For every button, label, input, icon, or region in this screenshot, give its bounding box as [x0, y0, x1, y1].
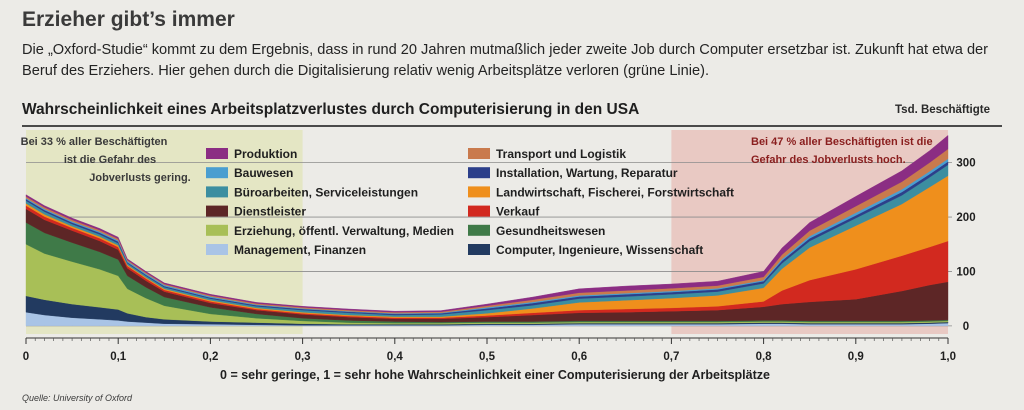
x-tick-label: 0,3 [295, 351, 311, 363]
high-risk-note-line-1: Bei 47 % aller Beschäftigten ist die [751, 136, 933, 148]
x-tick-label: 0,8 [756, 351, 773, 363]
legend-swatch [468, 244, 490, 255]
low-risk-note-line-1: Bei 33 % aller Beschäftigten [21, 136, 168, 148]
intro-text: Die „Oxford-Studie“ kommt zu dem Ergebni… [22, 42, 989, 79]
legend-swatch [468, 224, 490, 236]
legend: Produktion Bauwesen Büroarbeiten, Servicel… [206, 147, 734, 257]
x-tick-label: 0,2 [202, 351, 218, 363]
x-tick-label: 0,9 [848, 351, 864, 363]
x-tick-label: 0,1 [110, 351, 127, 363]
x-tick-label: 0,7 [663, 351, 679, 363]
legend-label: Landwirtschaft, Fischerei, Forstwirtscha… [496, 185, 734, 199]
legend-label: Büroarbeiten, Serviceleistungen [234, 185, 418, 199]
y-tick-label: 300 [956, 158, 975, 170]
legend-swatch [468, 148, 490, 159]
legend-label: Computer, Ingenieure, Wissenschaft [496, 243, 703, 257]
legend-swatch [206, 186, 228, 198]
legend-label: Erziehung, öffentl. Verwaltung, Medien [234, 224, 454, 238]
headline: Erzieher gibt’s immer [22, 8, 235, 31]
y-tick-label: 0 [963, 321, 969, 333]
source-note: Quelle: University of Oxford [22, 393, 133, 403]
legend-label: Dienstleister [234, 205, 306, 219]
axes: 0 100 200 300 0 0,1 0,2 0,3 0,4 0,5 0,6 0,7 0,8 0,9 1,… [23, 158, 976, 363]
x-tick-label: 1,0 [940, 351, 956, 363]
legend-label: Transport und Logistik [496, 147, 626, 161]
legend-label: Installation, Wartung, Reparatur [496, 166, 678, 180]
low-risk-note-line-3: Jobverlusts gering. [89, 172, 190, 184]
high-risk-note-line-2: Gefahr des Jobverlusts hoch. [751, 154, 906, 166]
area-Produktion [25, 134, 949, 313]
legend-swatch [468, 186, 490, 198]
legend-label: Gesundheitswesen [496, 224, 605, 238]
chart-title: Wahrscheinlichkeit eines Arbeitsplatzver… [22, 101, 640, 118]
legend-label: Management, Finanzen [234, 243, 366, 257]
y-tick-label: 200 [956, 212, 975, 224]
legend-swatch [206, 244, 228, 255]
legend-swatch [468, 205, 490, 217]
legend-swatch [206, 148, 228, 159]
title-rule [22, 125, 1002, 127]
legend-swatch [206, 205, 228, 217]
x-axis-label: 0 = sehr geringe, 1 = sehr hohe Wahrsche… [220, 368, 770, 382]
series-areas [25, 134, 949, 326]
legend-swatch [206, 224, 228, 236]
x-tick-label: 0,4 [387, 351, 404, 363]
y-axis-unit-label: Tsd. Beschäftigte [895, 104, 990, 116]
legend-label: Bauwesen [234, 166, 293, 180]
x-tick-label: 0,5 [479, 351, 496, 363]
legend-swatch [206, 167, 228, 179]
annotations: Bei 33 % aller Beschäftigten ist die Gef… [21, 136, 933, 184]
x-tick-label: 0,6 [571, 351, 587, 363]
x-tick-label: 0 [23, 351, 29, 363]
y-tick-label: 100 [956, 266, 975, 278]
low-risk-note-line-2: ist die Gefahr des [64, 154, 156, 166]
legend-label: Produktion [234, 147, 297, 161]
legend-swatch [468, 167, 490, 179]
legend-label: Verkauf [496, 205, 540, 219]
